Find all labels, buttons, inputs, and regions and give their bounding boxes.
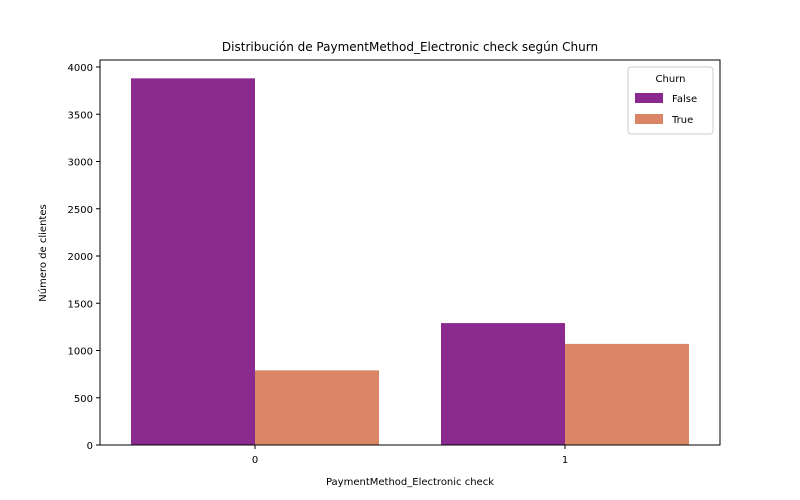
x-axis-label: PaymentMethod_Electronic check xyxy=(326,477,494,488)
legend-swatch-false xyxy=(635,93,663,103)
legend-swatch-true xyxy=(635,114,663,124)
plot-frame xyxy=(99,59,721,446)
legend-title: Churn xyxy=(656,74,686,85)
bar-true-0 xyxy=(255,370,379,445)
y-tick-label: 1000 xyxy=(68,347,93,358)
y-axis: 0 500 1000 1500 2000 2500 3000 3500 4000 xyxy=(68,63,100,452)
y-tick-label: 2000 xyxy=(68,252,93,263)
legend-label-false: False xyxy=(672,94,697,105)
x-tick-label: 0 xyxy=(252,455,258,466)
y-tick-label: 3500 xyxy=(68,110,93,121)
bar-false-1 xyxy=(441,323,565,445)
chart-title: Distribución de PaymentMethod_Electronic… xyxy=(222,40,598,54)
legend-label-true: True xyxy=(671,115,693,126)
y-axis-label: Número de clientes xyxy=(37,204,49,301)
y-tick-label: 500 xyxy=(74,394,93,405)
y-tick-label: 2500 xyxy=(68,205,93,216)
bar-false-0 xyxy=(131,78,255,445)
bar-true-1 xyxy=(565,343,689,445)
y-tick-label: 0 xyxy=(87,441,93,452)
y-tick-label: 3000 xyxy=(68,158,93,169)
y-tick-label: 4000 xyxy=(68,63,93,74)
plot-area xyxy=(99,59,721,446)
x-tick-label: 1 xyxy=(562,455,568,466)
legend: Churn False True xyxy=(627,66,714,135)
y-tick-label: 1500 xyxy=(68,299,93,310)
